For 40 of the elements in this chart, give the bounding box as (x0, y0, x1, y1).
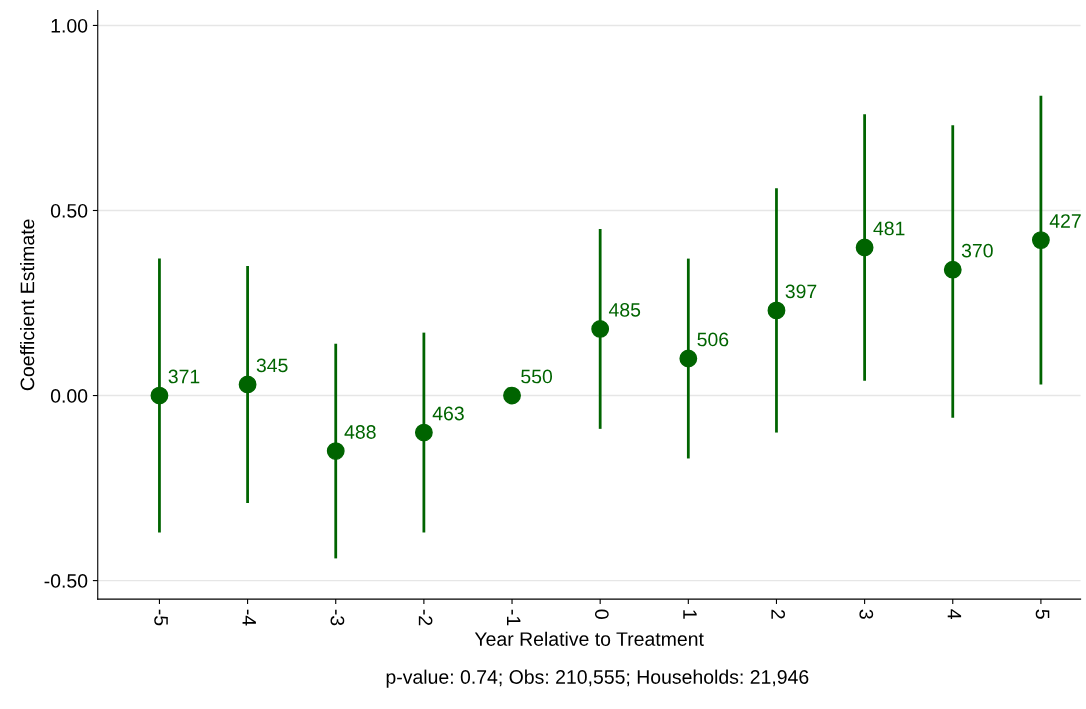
point (591, 320, 610, 338)
point (679, 349, 698, 368)
annotation: 463 (432, 406, 464, 421)
point (1031, 231, 1050, 250)
point (943, 260, 962, 279)
annotation: 427 (1049, 214, 1081, 228)
y-tick-label: -0.50 (44, 574, 88, 588)
x-tick-label: -4 (242, 609, 256, 626)
x-tick-label: -1 (507, 609, 521, 626)
annotation: 370 (961, 243, 993, 258)
x-tick-label: 3 (859, 609, 874, 619)
annotation: 485 (608, 302, 641, 317)
x-tick-label: -3 (330, 609, 345, 626)
y-tick-label: 1.00 (51, 18, 88, 33)
text: p-value: 0.74; Obs: 210,555; Households: 21,946 (386, 669, 809, 688)
annotation: 371 (168, 369, 200, 384)
annotation: 550 (521, 369, 553, 384)
x-tick-label: 1 (683, 610, 697, 619)
x-tick-label: 2 (771, 609, 786, 619)
annotation: 345 (256, 358, 288, 373)
annotation: 488 (344, 425, 376, 439)
point (150, 386, 169, 405)
x-tick-label: -2 (418, 609, 433, 626)
point (855, 238, 874, 257)
annotation: 481 (873, 221, 905, 236)
point (767, 301, 786, 320)
point (326, 442, 345, 460)
y-tick-label: 0.00 (50, 389, 88, 403)
point (503, 386, 521, 405)
annotation: 506 (697, 332, 729, 347)
point (414, 423, 433, 442)
y-tick-label: 0.50 (50, 203, 88, 218)
y-axis-title: Coefficient Estimate (20, 219, 35, 391)
x-tick-label: 0 (594, 609, 609, 619)
x-tick-label: -5 (154, 609, 168, 626)
x-tick-label: 4 (947, 609, 962, 620)
annotation: 397 (785, 284, 817, 299)
x-tick-label: 5 (1035, 609, 1050, 619)
x-axis-title: Year Relative to Treatment (474, 631, 704, 646)
point (238, 375, 257, 394)
